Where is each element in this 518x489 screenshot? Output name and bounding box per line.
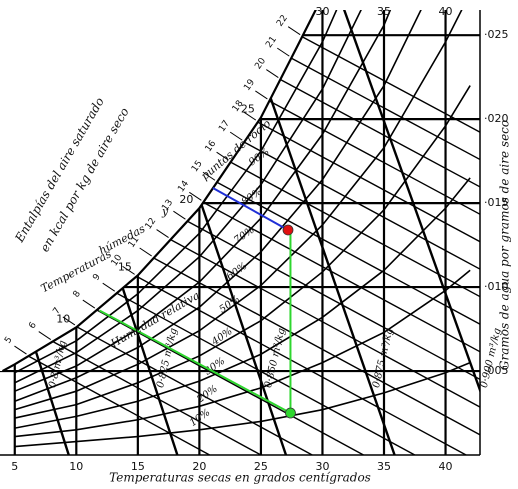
x-tick-label: 25 [254, 460, 268, 473]
x-tick-label: 40 [439, 5, 453, 18]
enthalpy-line [28, 355, 210, 455]
wetbulb-label: y [161, 205, 169, 218]
legend-label: 90% [247, 147, 272, 169]
x-tick-label: 35 [377, 460, 391, 473]
enthalpy-tick [173, 210, 186, 220]
enthalpy-line [136, 275, 467, 455]
enthalpy-line [301, 36, 480, 455]
enthalpy-tick [287, 26, 301, 36]
y-tick-label: ·010 [484, 280, 509, 293]
x-tick-label: 30 [315, 460, 329, 473]
enthalpy-line [230, 161, 480, 455]
enthalpy-tick-label: 12 [144, 216, 159, 231]
volume-line [0, 10, 70, 455]
enthalpy-line [187, 220, 480, 455]
legend-label: 60% [225, 261, 250, 283]
enthalpy-line [170, 238, 480, 455]
x-tick-label: 20 [192, 460, 206, 473]
enthalpy-tick [216, 151, 229, 161]
enthalpy-line [52, 340, 262, 455]
enthalpy-line [257, 121, 480, 455]
process-line [212, 187, 289, 231]
enthalpy-line [96, 309, 364, 455]
enthalpy-line [76, 326, 313, 455]
enthalpy-tick [189, 191, 202, 201]
enthalpy-tick-label: 22 [275, 13, 290, 28]
enthalpy-line [153, 257, 480, 455]
enthalpy-line [279, 78, 480, 455]
y-tick-label: ·005 [484, 364, 509, 377]
x-tick-label: 15 [131, 460, 145, 473]
state-point [282, 224, 294, 236]
y-axis-title: Gramos de agua por gramos de aire seco [498, 120, 512, 370]
enthalpy-tick-label: 5 [3, 335, 14, 345]
enthalpy-tick-label: 16 [204, 139, 219, 154]
enthalpy-line [116, 292, 416, 455]
rh-curve [14, 10, 471, 392]
enthalpy-tick-label: 19 [242, 77, 257, 92]
rh-curve [14, 269, 471, 438]
enthalpy-tick [122, 265, 135, 275]
x-tick-label: 35 [377, 5, 391, 18]
rh-curve [14, 10, 471, 384]
enthalpy-tick-label: 7 [52, 306, 63, 316]
dew-point-label: 10 [56, 312, 70, 325]
dew-point-label: 25 [241, 102, 255, 115]
enthalpy-tick [82, 299, 96, 309]
rh-curve [14, 85, 471, 419]
volume-line [322, 10, 480, 455]
legend-label: 70% [232, 225, 257, 247]
x-tick-label: 10 [69, 460, 83, 473]
enthalpy-tick-label: 20 [253, 56, 268, 71]
enthalpy-line [243, 141, 480, 455]
dew-point-label: 15 [118, 260, 132, 273]
x-tick-label: 30 [315, 5, 329, 18]
enthalpy-tick [156, 229, 169, 239]
enthalpy-line [269, 100, 480, 455]
volume-label: 0·825 m³/kg [155, 327, 179, 389]
x-axis-title: Temperaturas secas en grados centígrados [109, 471, 371, 485]
y-tick-label: ·020 [484, 112, 509, 125]
enthalpy-tick [229, 131, 243, 141]
rh-curve [14, 10, 471, 403]
process-line [99, 309, 291, 414]
enthalpy-tick-label: 9 [91, 272, 103, 283]
rh-curve [14, 10, 471, 411]
x-tick-label: 5 [11, 460, 18, 473]
enthalpy-tick [276, 47, 290, 57]
enthalpy-tick [243, 111, 257, 121]
enthalpy-tick [38, 331, 52, 340]
enthalpy-tick-label: 8 [71, 289, 83, 300]
enthalpy-tick-label: 17 [217, 119, 232, 134]
rh-curve [14, 177, 471, 429]
enthalpy-tick [62, 316, 76, 326]
y-tick-label: ·015 [484, 196, 509, 209]
x-tick-label: 40 [439, 460, 453, 473]
enthalpy-tick-label: 21 [264, 35, 279, 50]
enthalpy-tick [139, 247, 152, 257]
y-tick-label: ·025 [484, 28, 509, 41]
enthalpy-tick [14, 345, 27, 355]
enthalpy-tick [202, 171, 216, 181]
state-point [285, 407, 296, 419]
saturation-curve [1, 10, 317, 373]
enthalpy-tick [266, 69, 279, 78]
enthalpy-line [290, 57, 480, 455]
enthalpy-line [202, 201, 480, 455]
enthalpy-line [216, 181, 480, 455]
enthalpy-tick-label: 6 [27, 320, 39, 331]
enthalpy-tick-label: 14 [176, 179, 191, 194]
rh-curve [14, 361, 471, 448]
volume-label: 0·850 m³/kg [263, 327, 287, 389]
enthalpy-tick [255, 90, 268, 100]
dew-point-label: 20 [179, 193, 193, 206]
enthalpy-tick [102, 282, 116, 292]
